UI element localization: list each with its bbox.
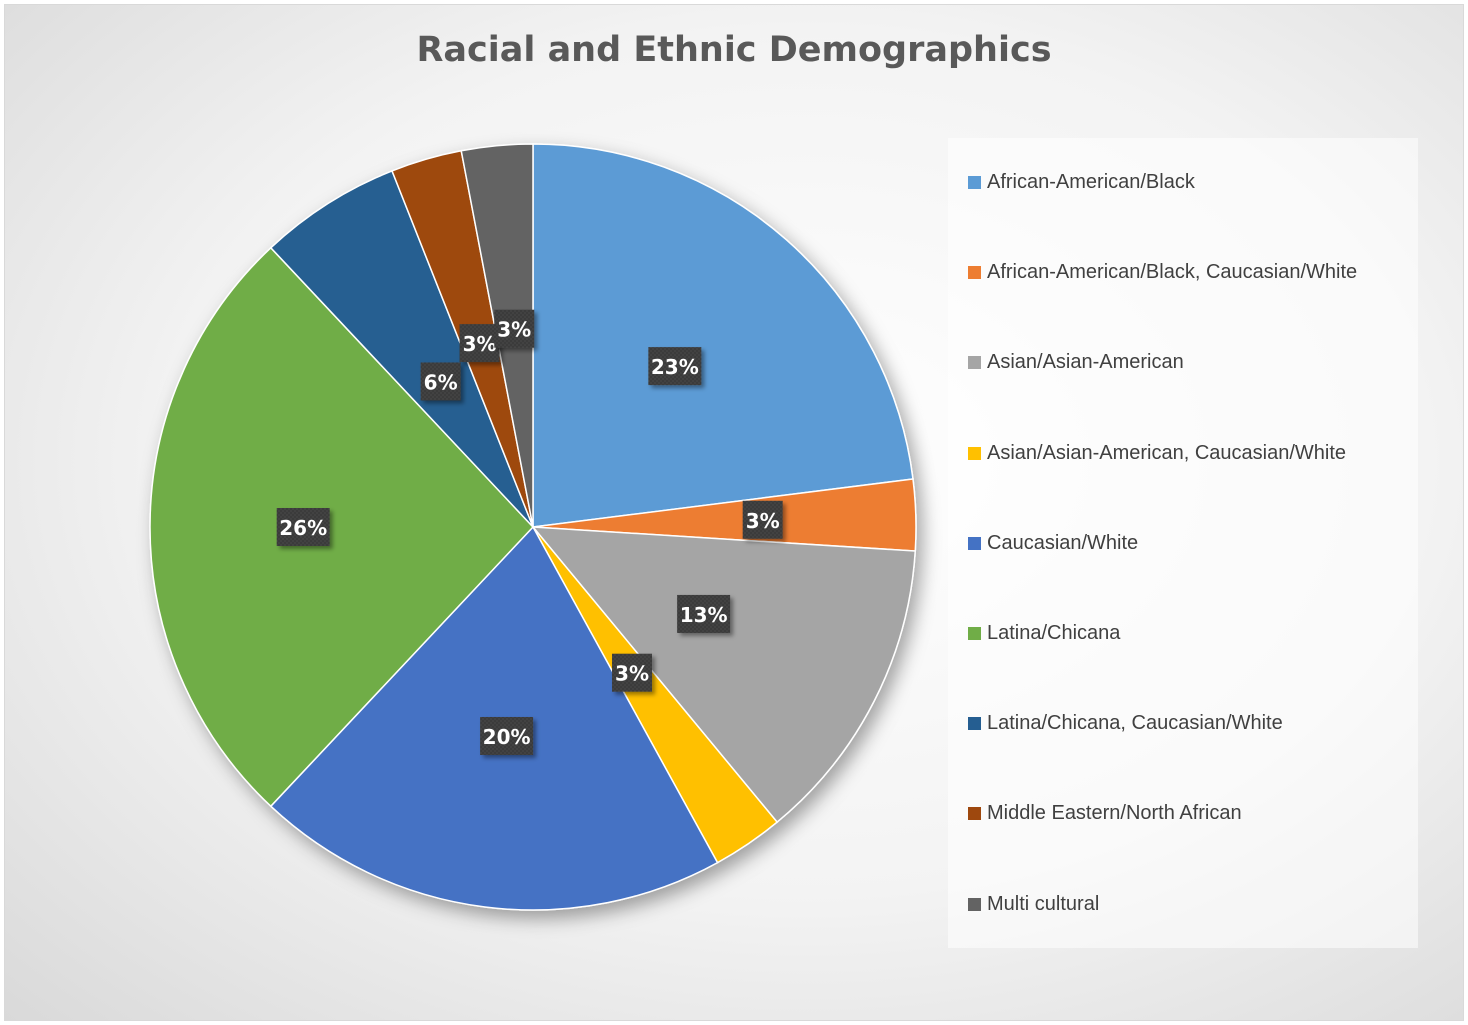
legend: African-American/Black African-American/B… <box>948 138 1418 948</box>
pie-slice-5 <box>149 246 535 808</box>
data-label-3: 3% <box>612 653 653 692</box>
chart-title: Racial and Ethnic Demographics <box>416 30 1052 70</box>
legend-swatch-5 <box>968 627 981 640</box>
legend-item-8: Multi cultural <box>968 893 1099 916</box>
legend-swatch-2 <box>968 356 981 370</box>
legend-item-6: Latina/Chicana, Caucasian/White <box>968 712 1283 735</box>
pie-slice-2 <box>531 526 917 824</box>
data-label-box-4 <box>480 716 534 755</box>
legend-swatch-7 <box>968 807 981 821</box>
legend-swatch-1 <box>968 266 981 280</box>
legend-label-5: Latina/Chicana <box>987 622 1121 644</box>
data-label-4: 20% <box>480 716 534 755</box>
legend-item-4: Caucasian/White <box>968 532 1138 555</box>
legend-label-7: Middle Eastern/North African <box>987 802 1242 825</box>
legend-label-4: Caucasian/White <box>987 531 1139 554</box>
legend-label-3: Asian/Asian-American, Caucasian/White <box>987 441 1347 464</box>
legend-swatch-3 <box>968 446 981 460</box>
pie-slice-6 <box>269 169 534 528</box>
legend-swatch-6 <box>968 717 981 731</box>
legend-label-2: Asian/Asian-American <box>987 351 1184 374</box>
data-label-text-5: 26% <box>279 516 327 540</box>
data-label-box-8 <box>494 309 535 348</box>
legend-item-0: African-American/Black <box>968 171 1195 194</box>
data-label-box-0 <box>648 347 702 386</box>
data-label-box-3 <box>612 653 653 692</box>
data-label-box-1 <box>742 500 783 539</box>
legend-swatch-4 <box>968 536 981 550</box>
data-label-7: 3% <box>459 324 500 363</box>
data-label-box-2 <box>677 594 731 633</box>
legend-item-7: Middle Eastern/North African <box>968 802 1242 825</box>
data-label-box-6 <box>420 362 461 401</box>
data-label-box-5 <box>276 508 330 546</box>
legend-label-8: Multi cultural <box>987 892 1100 915</box>
data-label-text-8: 3% <box>497 318 531 342</box>
data-label-text-6: 6% <box>424 370 458 394</box>
legend-label-1: African-American/Black, Caucasian/White <box>987 261 1358 284</box>
data-label-6: 6% <box>420 362 461 401</box>
data-label-text-3: 3% <box>615 662 649 686</box>
legend-item-1: African-American/Black, Caucasian/White <box>968 261 1357 284</box>
legend-label-6: Latina/Chicana, Caucasian/White <box>987 712 1283 735</box>
data-label-text-2: 13% <box>680 603 728 627</box>
legend-item-3: Asian/Asian-American, Caucasian/White <box>968 442 1346 465</box>
data-label-2: 13% <box>677 594 731 633</box>
legend-swatch-8 <box>968 897 981 911</box>
data-label-1: 3% <box>742 500 783 539</box>
legend-swatch-0 <box>968 176 981 189</box>
legend-label-0: African-American/Black <box>987 171 1195 193</box>
data-label-text-1: 3% <box>746 509 780 533</box>
data-label-5: 26% <box>276 508 330 546</box>
data-label-text-4: 20% <box>483 725 531 749</box>
data-label-8: 3% <box>494 309 535 348</box>
data-label-text-0: 23% <box>651 355 699 379</box>
data-label-box-7 <box>459 324 500 363</box>
data-label-0: 23% <box>648 347 702 386</box>
legend-item-5: Latina/Chicana <box>968 622 1120 645</box>
data-label-text-7: 3% <box>463 332 497 356</box>
pie-slice-0 <box>532 143 914 528</box>
legend-item-2: Asian/Asian-American <box>968 351 1184 374</box>
